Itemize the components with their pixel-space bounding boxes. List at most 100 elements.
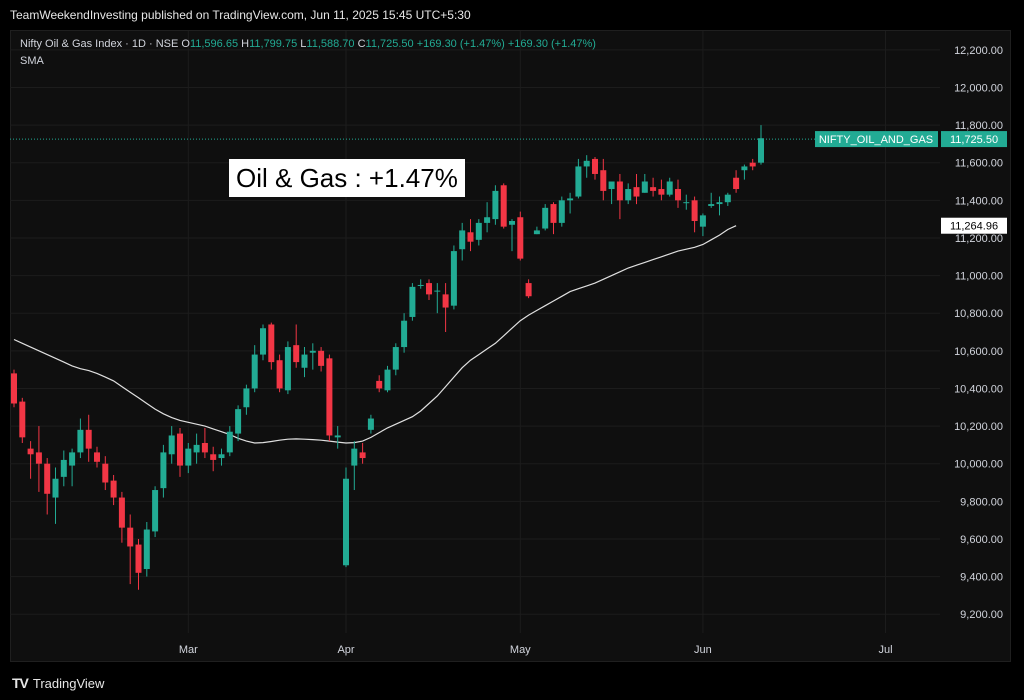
candle-body — [260, 328, 266, 355]
candle-body — [293, 345, 300, 363]
candle-body — [11, 373, 17, 404]
candle-body — [733, 177, 740, 190]
tradingview-logo-icon: TV — [12, 675, 29, 691]
candle-body — [177, 433, 183, 466]
y-tick-label: 10,800.00 — [954, 308, 1003, 320]
candle-body — [500, 185, 507, 227]
sma-line — [13, 225, 737, 444]
low-label: L — [300, 38, 307, 50]
candle-body — [392, 347, 399, 370]
candle-body — [417, 284, 424, 286]
x-tick-label: May — [510, 644, 531, 656]
y-tick-label: 10,600.00 — [954, 346, 1003, 358]
candle-body — [716, 202, 723, 205]
y-tick-label: 9,600.00 — [960, 534, 1003, 546]
candle-body — [758, 138, 764, 163]
candle-body — [724, 194, 731, 203]
candle-body — [351, 448, 358, 466]
candle-body — [558, 200, 565, 223]
candle-body — [318, 350, 325, 366]
candle-body — [185, 448, 192, 466]
candle-body — [708, 204, 715, 206]
bottom-bar — [0, 662, 1024, 700]
published-caption: TeamWeekendInvesting published on Tradin… — [10, 8, 471, 22]
candle-body — [19, 401, 26, 438]
candle-body — [409, 286, 416, 317]
change-value-2: +169.30 (+1.47%) — [507, 38, 596, 50]
candle-body — [691, 200, 698, 222]
last-price-tag-bg — [941, 131, 1007, 148]
symbol-name: Nifty Oil & Gas Index · 1D · NSE — [20, 38, 179, 50]
candle-body — [575, 166, 582, 197]
open-label: O — [181, 38, 190, 50]
top-bar: TeamWeekendInvesting published on Tradin… — [0, 0, 1024, 30]
candle-body — [44, 463, 51, 494]
candle-body — [152, 490, 159, 532]
candle-body — [27, 448, 34, 455]
y-tick-label: 10,200.00 — [954, 421, 1003, 433]
candle-body — [218, 454, 225, 459]
sma-value-label: 11,264.96 — [950, 221, 998, 233]
candle-body — [127, 527, 134, 547]
candle-body — [235, 409, 242, 434]
candle-body — [525, 283, 532, 297]
candle-body — [210, 454, 217, 460]
candle-body — [401, 320, 408, 348]
annotation-text: Oil & Gas : +1.47% — [229, 159, 465, 197]
symbol-tag-label: NIFTY_OIL_AND_GAS — [819, 134, 933, 146]
candle-body — [450, 251, 457, 306]
candle-body — [168, 435, 175, 455]
candle-body — [284, 347, 291, 391]
tradingview-wordmark: TradingView — [32, 675, 105, 691]
candle-body — [600, 170, 607, 191]
symbol-tag-bg — [815, 131, 938, 148]
candle-body — [135, 544, 142, 573]
candle-body — [434, 290, 441, 292]
candle-body — [484, 217, 491, 223]
candle-body — [683, 202, 690, 204]
symbol-legend[interactable]: Nifty Oil & Gas Index · 1D · NSE O11,596… — [20, 38, 596, 50]
candle-body — [226, 431, 233, 453]
candle-body — [251, 354, 258, 389]
candle-body — [426, 283, 432, 295]
candle-body — [509, 221, 515, 225]
candle-body — [334, 435, 341, 438]
candle-body — [666, 181, 673, 195]
candle-body — [160, 452, 167, 489]
y-tick-label: 12,000.00 — [954, 82, 1003, 94]
candle-body — [616, 181, 623, 201]
candle-body — [60, 459, 67, 477]
candle-body — [301, 354, 308, 368]
candle-body — [243, 388, 250, 408]
y-tick-label: 11,600.00 — [955, 158, 1003, 170]
candle-body — [650, 187, 657, 191]
candle-body — [376, 380, 383, 389]
sma-indicator-label[interactable]: SMA — [20, 55, 44, 67]
y-tick-label: 10,000.00 — [954, 459, 1003, 471]
candle-body — [85, 429, 92, 449]
candle-body — [359, 452, 366, 459]
high-value: 11,799.75 — [249, 38, 298, 50]
candle-body — [143, 529, 150, 570]
candle-body — [384, 369, 391, 391]
y-tick-label: 10,400.00 — [954, 383, 1003, 395]
y-tick-label: 11,800.00 — [955, 120, 1003, 132]
high-label: H — [241, 38, 250, 50]
candle-body — [110, 480, 117, 498]
candle-body — [118, 497, 125, 528]
candle-body — [309, 350, 316, 353]
y-tick-label: 9,200.00 — [960, 609, 1003, 621]
candle-body — [193, 444, 200, 453]
candle-body — [625, 189, 632, 201]
tradingview-brand: TV TradingView — [12, 675, 104, 691]
candle-body — [583, 160, 590, 167]
candle-body — [94, 452, 100, 462]
candle-body — [102, 463, 109, 483]
candle-body — [699, 215, 706, 227]
y-tick-label: 11,400.00 — [955, 195, 1003, 207]
candle-body — [517, 217, 524, 259]
x-tick-label: Jun — [694, 644, 712, 656]
candle-body — [533, 230, 540, 235]
y-tick-label: 11,000.00 — [955, 271, 1003, 283]
